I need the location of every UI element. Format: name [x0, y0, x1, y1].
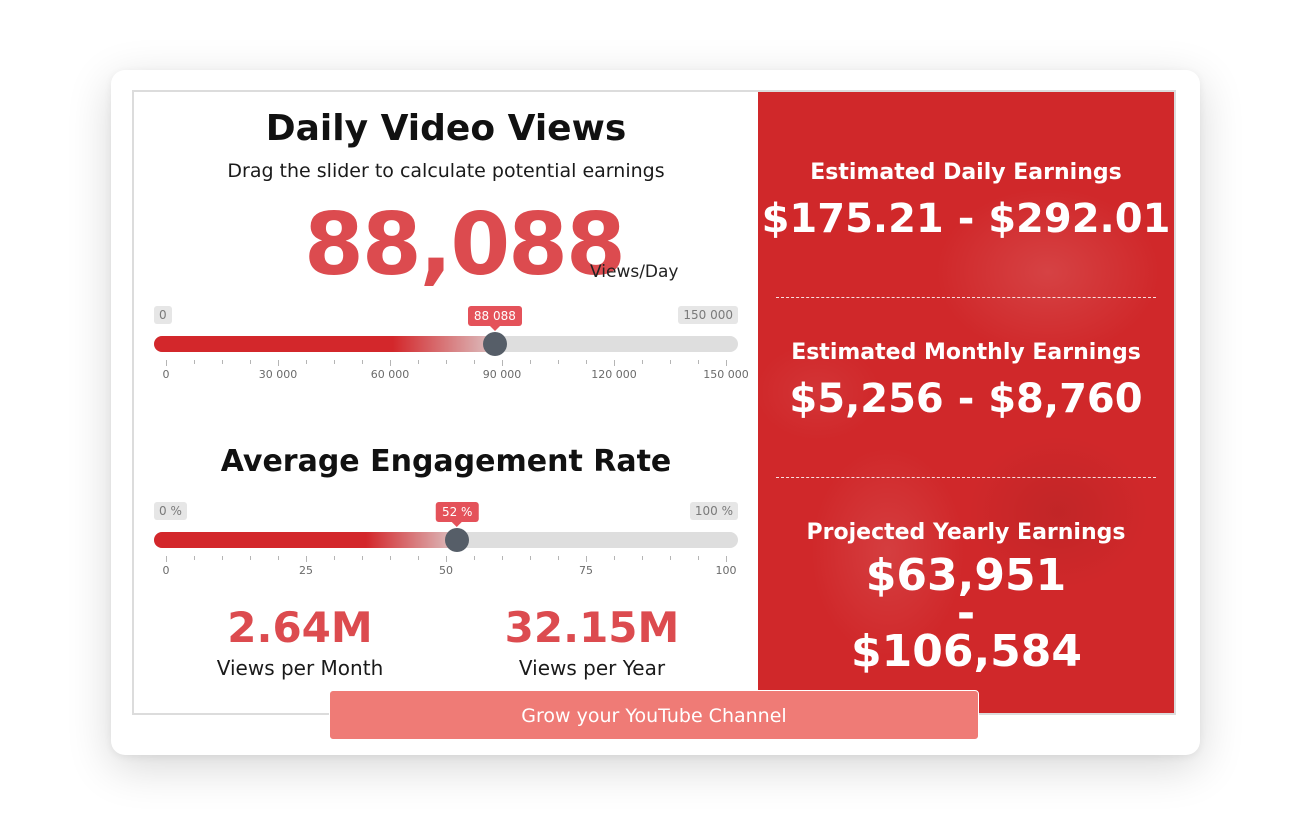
slider-minor-tick: [670, 556, 671, 560]
grow-channel-button[interactable]: Grow your YouTube Channel: [329, 690, 979, 740]
slider-minor-tick: [698, 360, 699, 364]
yearly-views-value: 32.15M: [504, 603, 680, 652]
slider-major-tick: [306, 556, 307, 562]
monthly-views-value: 2.64M: [227, 603, 373, 652]
daily-earnings: Estimated Daily Earnings $175.21 - $292.…: [758, 160, 1174, 241]
slider-minor-tick: [278, 556, 279, 560]
slider-minor-tick: [222, 360, 223, 364]
monthly-earnings: Estimated Monthly Earnings $5,256 - $8,7…: [758, 340, 1174, 421]
views-title: Daily Video Views: [265, 108, 627, 149]
engagement-slider-max-label: 100 %: [689, 502, 738, 520]
slider-major-tick: [278, 360, 279, 366]
views-slider-fill: [154, 336, 495, 352]
yearly-views-label: Views per Year: [518, 656, 666, 680]
slider-minor-tick: [194, 556, 195, 560]
views-slider-value-tip: 88 088: [467, 306, 522, 331]
engagement-slider[interactable]: 0 % 100 % 52 % 0 25 50 75 100: [154, 502, 738, 582]
slider-minor-tick: [614, 556, 615, 560]
yearly-earnings-value: $63,951 - $106,584: [851, 550, 1083, 677]
views-slider-track[interactable]: [154, 336, 738, 352]
slider-tick-label: 75: [579, 564, 593, 577]
slider-minor-tick: [418, 556, 419, 560]
engagement-title: Average Engagement Rate: [220, 444, 672, 479]
slider-minor-tick: [418, 360, 419, 364]
earnings-divider: [776, 477, 1156, 478]
slider-minor-tick: [642, 360, 643, 364]
engagement-slider-value-tip: 52 %: [435, 502, 479, 527]
slider-major-tick: [502, 360, 503, 366]
monthly-views-label: Views per Month: [216, 656, 384, 680]
earnings-panel: Estimated Daily Earnings $175.21 - $292.…: [758, 92, 1174, 713]
slider-tick-label: 0: [162, 564, 170, 577]
daily-earnings-value: $175.21 - $292.01: [761, 196, 1171, 242]
slider-tick-label: 60 000: [370, 368, 410, 381]
yearly-views-stat: 32.15M Views per Year: [442, 603, 742, 681]
slider-major-tick: [726, 556, 727, 562]
slider-minor-tick: [670, 360, 671, 364]
slider-minor-tick: [530, 556, 531, 560]
slider-tick-label: 50: [439, 564, 453, 577]
slider-minor-tick: [502, 556, 503, 560]
slider-minor-tick: [250, 360, 251, 364]
slider-major-tick: [586, 556, 587, 562]
daily-views-unit: Views/Day: [590, 262, 679, 282]
views-slider-max-label: 150 000: [678, 306, 738, 324]
slider-minor-tick: [642, 556, 643, 560]
slider-minor-tick: [362, 360, 363, 364]
earnings-divider: [776, 297, 1156, 298]
engagement-slider-fill: [154, 532, 458, 548]
views-subtitle: Drag the slider to calculate potential e…: [227, 160, 665, 182]
monthly-earnings-value: $5,256 - $8,760: [789, 376, 1143, 422]
slider-major-tick: [166, 556, 167, 562]
monthly-earnings-label: Estimated Monthly Earnings: [791, 340, 1141, 365]
slider-minor-tick: [362, 556, 363, 560]
slider-minor-tick: [698, 556, 699, 560]
slider-major-tick: [390, 360, 391, 366]
slider-major-tick: [446, 556, 447, 562]
slider-tick-label: 100: [715, 564, 737, 577]
slider-minor-tick: [474, 556, 475, 560]
views-slider-handle[interactable]: [482, 332, 507, 356]
slider-tick-label: 120 000: [591, 368, 637, 381]
slider-minor-tick: [558, 556, 559, 560]
slider-minor-tick: [250, 556, 251, 560]
slider-tick-label: 150 000: [703, 368, 749, 381]
slider-major-tick: [166, 360, 167, 366]
daily-views-value: 88,088: [304, 195, 626, 295]
slider-tick-label: 25: [299, 564, 313, 577]
slider-minor-tick: [530, 360, 531, 364]
slider-tick-label: 0: [162, 368, 170, 381]
slider-minor-tick: [390, 556, 391, 560]
slider-minor-tick: [334, 360, 335, 364]
slider-tick-label: 90 000: [482, 368, 522, 381]
daily-earnings-label: Estimated Daily Earnings: [810, 160, 1122, 185]
slider-minor-tick: [194, 360, 195, 364]
yearly-earnings: Projected Yearly Earnings $63,951 - $106…: [758, 520, 1174, 677]
slider-minor-tick: [474, 360, 475, 364]
slider-minor-tick: [334, 556, 335, 560]
views-panel: Daily Video Views Drag the slider to cal…: [134, 92, 758, 713]
slider-minor-tick: [558, 360, 559, 364]
views-slider-min-label: 0: [154, 306, 172, 324]
slider-tick-label: 30 000: [258, 368, 298, 381]
background-photo: [758, 92, 1174, 713]
engagement-slider-min-label: 0 %: [154, 502, 187, 520]
slider-major-tick: [726, 360, 727, 366]
slider-major-tick: [614, 360, 615, 366]
engagement-slider-handle[interactable]: [445, 528, 470, 552]
yearly-earnings-label: Projected Yearly Earnings: [806, 520, 1126, 545]
monthly-views-stat: 2.64M Views per Month: [150, 603, 450, 681]
slider-minor-tick: [446, 360, 447, 364]
slider-minor-tick: [222, 556, 223, 560]
slider-minor-tick: [306, 360, 307, 364]
slider-minor-tick: [586, 360, 587, 364]
views-slider[interactable]: 0 150 000 88 088 0 30 000 60 000 90 000 120 …: [154, 306, 749, 386]
